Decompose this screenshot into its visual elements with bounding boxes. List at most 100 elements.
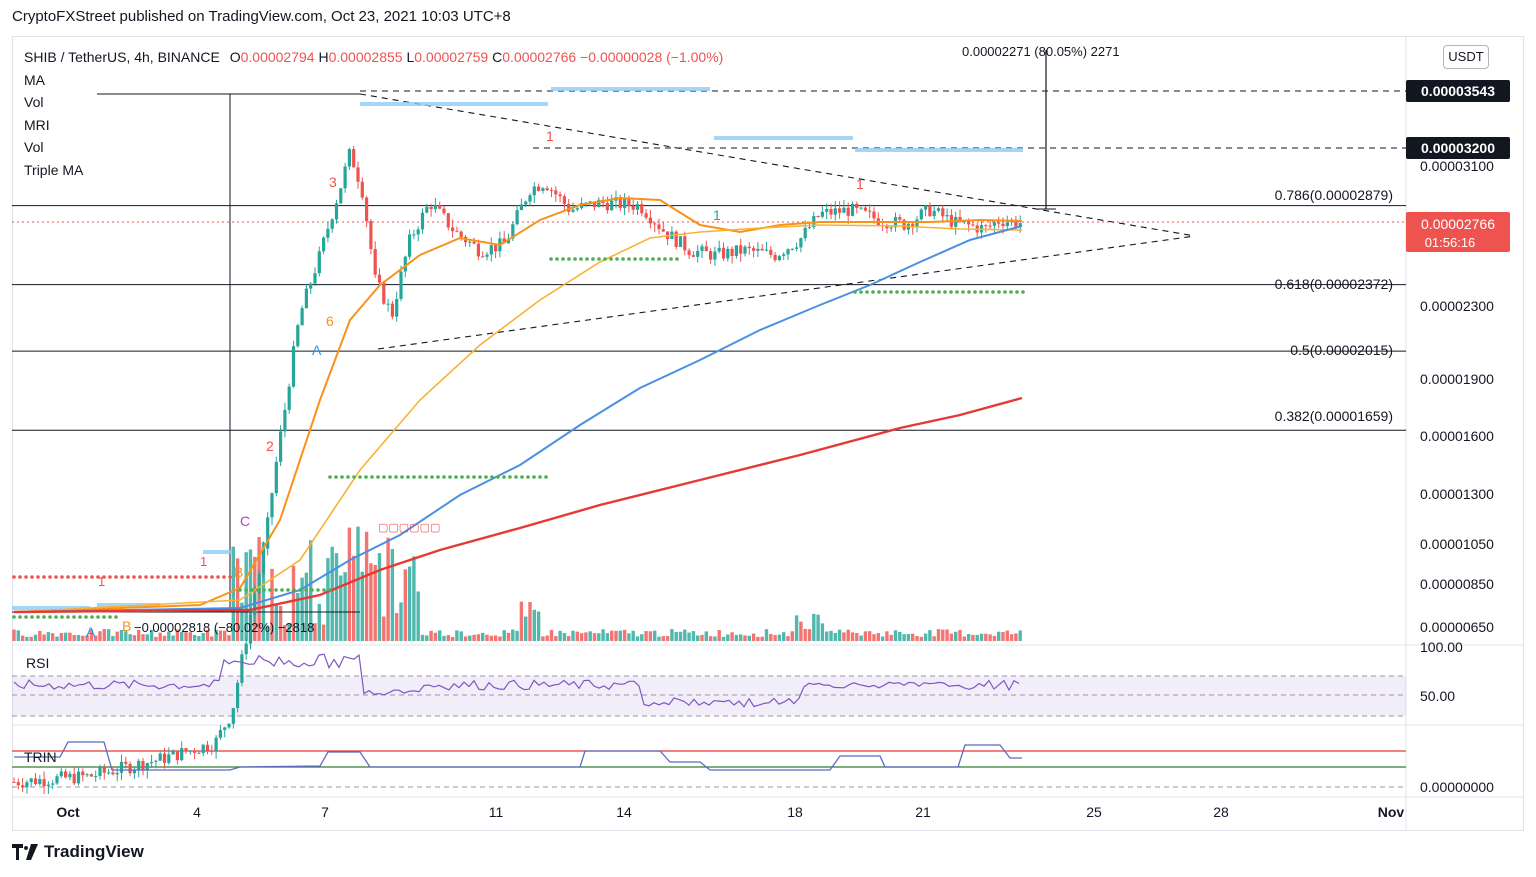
ma-orange bbox=[13, 196, 1023, 613]
volume-bar bbox=[106, 629, 111, 641]
volume-bar bbox=[962, 636, 966, 641]
candle-body bbox=[446, 213, 450, 228]
volume-bar bbox=[352, 555, 356, 641]
candle-body bbox=[360, 181, 364, 198]
triangle-lower-trendline bbox=[377, 235, 1196, 350]
sr-dot bbox=[514, 475, 518, 479]
sr-dots bbox=[12, 257, 1025, 619]
candle-body bbox=[412, 234, 416, 236]
sr-dot bbox=[138, 575, 142, 579]
candle-body bbox=[734, 245, 738, 256]
sr-dot bbox=[883, 290, 887, 294]
candle-body bbox=[515, 210, 519, 225]
candle-body bbox=[283, 409, 287, 432]
marker-squares: ▢▢▢▢▢▢ bbox=[378, 522, 440, 534]
volume-bar bbox=[175, 629, 180, 641]
sr-dot bbox=[925, 290, 929, 294]
sr-dot bbox=[418, 475, 422, 479]
x-tick: 25 bbox=[1086, 804, 1102, 820]
candle-body bbox=[175, 750, 179, 761]
volume-bar bbox=[863, 631, 868, 641]
indicator-mri[interactable]: MRI bbox=[24, 116, 50, 133]
volume-bar bbox=[283, 624, 287, 641]
sr-dot bbox=[436, 475, 440, 479]
sr-dot bbox=[238, 588, 242, 592]
volume-bar bbox=[347, 527, 352, 641]
volume-bar bbox=[644, 631, 648, 641]
candle-body bbox=[231, 708, 235, 724]
sr-dot bbox=[292, 588, 296, 592]
candle-body bbox=[352, 148, 356, 168]
sr-dot bbox=[96, 615, 100, 619]
symbol-row[interactable]: SHIB / TetherUS, 4h, BINANCE O0.00002794… bbox=[24, 46, 723, 69]
volume-bar bbox=[794, 615, 799, 641]
volume-bar bbox=[468, 635, 472, 641]
volume-bar bbox=[485, 634, 489, 641]
volume-bar bbox=[562, 633, 567, 641]
chart-frame[interactable] bbox=[12, 36, 1524, 831]
volume-bar bbox=[683, 629, 687, 641]
volume-bar bbox=[25, 636, 29, 641]
sr-dot bbox=[108, 575, 112, 579]
trend-drawings bbox=[12, 50, 1406, 613]
indicator-vol[interactable]: Vol bbox=[24, 94, 44, 110]
volume-bar bbox=[730, 632, 734, 641]
currency-button[interactable]: USDT bbox=[1443, 45, 1489, 69]
candle-body bbox=[790, 248, 794, 250]
candle-body bbox=[429, 206, 433, 210]
sr-dot bbox=[454, 475, 458, 479]
volume-bar bbox=[343, 572, 347, 641]
sr-dot bbox=[286, 588, 290, 592]
volume-bar bbox=[601, 629, 605, 641]
sr-dot bbox=[991, 290, 995, 294]
price-tag-3543 bbox=[1406, 80, 1510, 102]
candle-body bbox=[833, 208, 837, 215]
volume-bar bbox=[29, 636, 33, 641]
candle-body bbox=[631, 205, 635, 210]
volume-bar bbox=[536, 611, 541, 641]
volume-bar bbox=[85, 635, 89, 641]
indicator-ma[interactable]: MA bbox=[24, 71, 45, 88]
candle-body bbox=[872, 211, 876, 219]
volume-bar bbox=[777, 634, 782, 641]
trin-label: TRIN bbox=[24, 749, 57, 765]
footer-brand-text: TradingView bbox=[44, 842, 144, 861]
candle-body bbox=[786, 249, 790, 255]
footer-brand[interactable]: TradingView bbox=[12, 842, 144, 862]
volume-bar bbox=[820, 623, 825, 641]
candle-body bbox=[859, 207, 863, 209]
sr-dot bbox=[382, 475, 386, 479]
volume-bar bbox=[205, 629, 210, 641]
x-tick: 21 bbox=[915, 804, 931, 820]
volume-bar bbox=[317, 603, 321, 641]
sr-dot bbox=[12, 615, 16, 619]
sr-dot bbox=[633, 257, 637, 261]
candle-body bbox=[476, 243, 480, 257]
ohlc-change: −0.00000028 (−1.00%) bbox=[580, 49, 724, 65]
volume-bar bbox=[799, 621, 803, 641]
volume-bar bbox=[356, 526, 360, 641]
volume-bar bbox=[949, 633, 954, 641]
sr-dot bbox=[180, 575, 184, 579]
sr-dot bbox=[621, 257, 625, 261]
sr-dot bbox=[573, 257, 577, 261]
candle-body bbox=[309, 283, 313, 289]
candle-body bbox=[188, 750, 192, 752]
indicator-vol-2[interactable]: Vol bbox=[24, 139, 44, 155]
volume-bar bbox=[760, 636, 764, 641]
volume-bar bbox=[442, 635, 446, 641]
candle-body bbox=[154, 760, 158, 762]
candle-body bbox=[532, 186, 536, 196]
candle-body bbox=[1018, 223, 1022, 227]
indicator-triple-ma[interactable]: Triple MA bbox=[24, 161, 84, 178]
volume-bar bbox=[971, 634, 975, 641]
candle-body bbox=[537, 186, 541, 191]
sr-dot bbox=[979, 290, 983, 294]
candle-body bbox=[713, 251, 717, 260]
candle-body bbox=[898, 216, 902, 220]
volume-bar bbox=[1018, 630, 1022, 641]
sr-dot bbox=[268, 588, 272, 592]
symbol-title[interactable]: SHIB / TetherUS, 4h, BINANCE bbox=[24, 49, 220, 65]
volume-bar bbox=[240, 602, 244, 641]
